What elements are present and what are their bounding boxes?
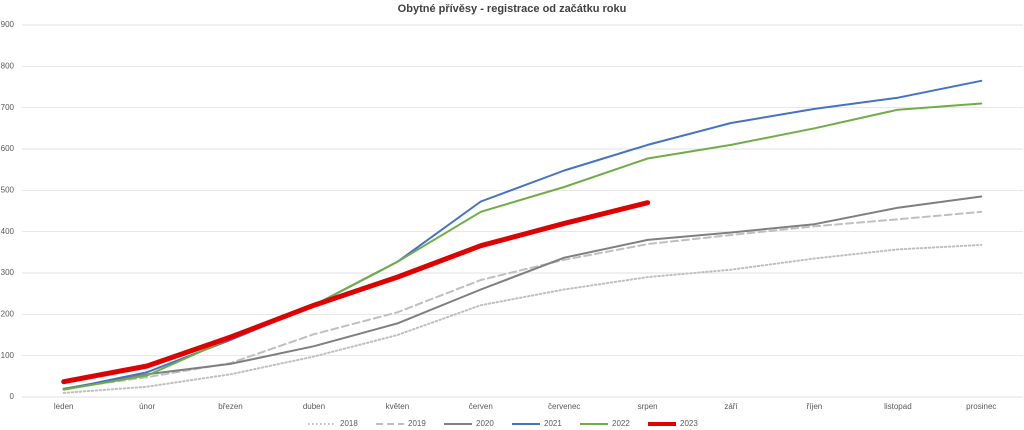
y-tick-label: 300 — [1, 268, 15, 277]
x-tick-label: květen — [386, 402, 410, 411]
legend-label: 2019 — [408, 419, 426, 428]
x-tick-label: září — [724, 402, 738, 411]
legend-label: 2023 — [680, 419, 698, 428]
series-line — [61, 200, 651, 385]
y-tick-label: 700 — [1, 103, 15, 112]
legend-label: 2022 — [612, 419, 630, 428]
x-tick-label: listopad — [884, 402, 912, 411]
y-tick-label: 600 — [1, 144, 15, 153]
x-tick-label: červenec — [548, 402, 580, 411]
legend-label: 2020 — [476, 419, 494, 428]
y-tick-label: 100 — [1, 351, 15, 360]
y-tick-label: 800 — [1, 61, 15, 70]
x-tick-label: prosinec — [966, 402, 996, 411]
y-tick-label: 900 — [1, 20, 15, 29]
x-tick-label: březen — [218, 402, 242, 411]
legend-label: 2018 — [340, 419, 358, 428]
series-line — [62, 195, 983, 390]
series-line — [62, 243, 983, 394]
x-tick-label: leden — [54, 402, 74, 411]
y-tick-label: 200 — [1, 309, 15, 318]
x-tick-label: říjen — [807, 402, 823, 411]
chart-title: Obytné přívěsy - registrace od začátku r… — [398, 3, 627, 15]
x-tick-label: duben — [303, 402, 325, 411]
x-tick-label: červen — [469, 402, 493, 411]
y-tick-label: 500 — [1, 185, 15, 194]
y-tick-label: 0 — [10, 392, 15, 401]
y-tick-label: 400 — [1, 227, 15, 236]
legend-label: 2021 — [544, 419, 562, 428]
x-tick-label: srpen — [638, 402, 658, 411]
series-line — [62, 210, 983, 390]
x-tick-label: únor — [139, 402, 155, 411]
